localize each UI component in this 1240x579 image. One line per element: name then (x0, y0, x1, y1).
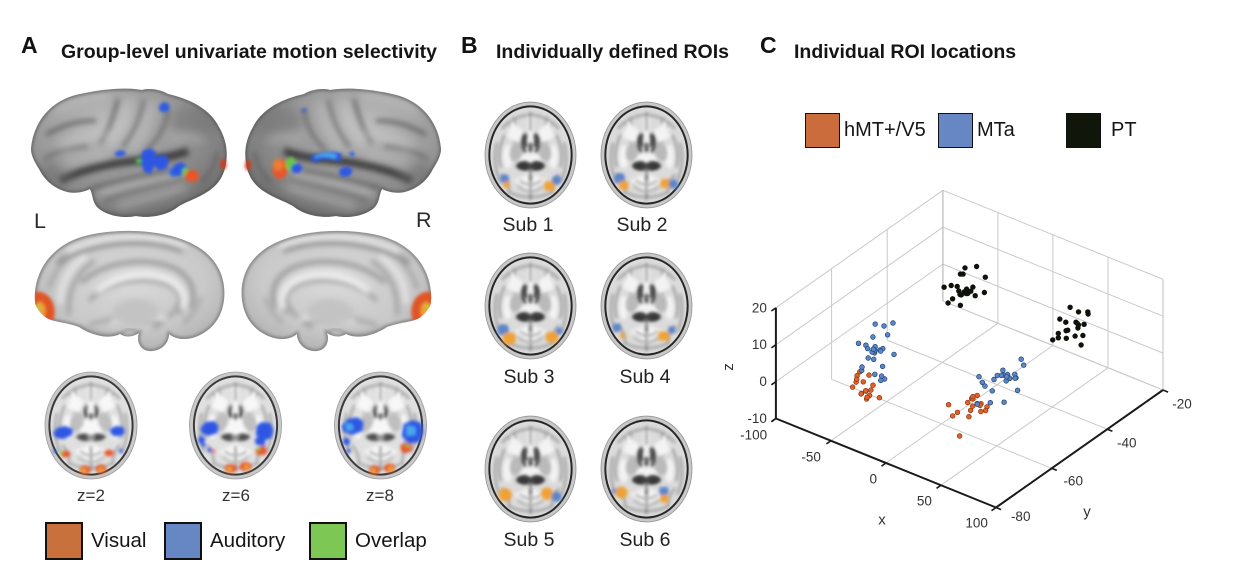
svg-text:0: 0 (869, 472, 877, 487)
svg-text:10: 10 (752, 337, 767, 352)
svg-text:z: z (720, 363, 737, 371)
svg-text:y: y (1083, 503, 1091, 520)
svg-text:-80: -80 (1011, 509, 1031, 524)
svg-text:x: x (878, 511, 886, 528)
svg-text:-50: -50 (801, 450, 821, 465)
svg-text:50: 50 (917, 494, 932, 509)
svg-text:0: 0 (759, 374, 767, 389)
svg-text:20: 20 (752, 300, 767, 315)
svg-text:-10: -10 (747, 411, 767, 426)
svg-text:-60: -60 (1063, 474, 1083, 489)
svg-text:100: 100 (965, 516, 988, 531)
svg-text:-40: -40 (1117, 436, 1137, 451)
svg-text:-100: -100 (740, 427, 767, 442)
svg-text:-20: -20 (1172, 397, 1192, 412)
